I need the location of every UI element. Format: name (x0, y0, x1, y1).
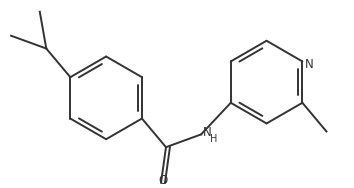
Text: N: N (203, 126, 212, 139)
Text: O: O (158, 174, 168, 187)
Text: H: H (210, 134, 217, 144)
Text: N: N (306, 58, 314, 71)
